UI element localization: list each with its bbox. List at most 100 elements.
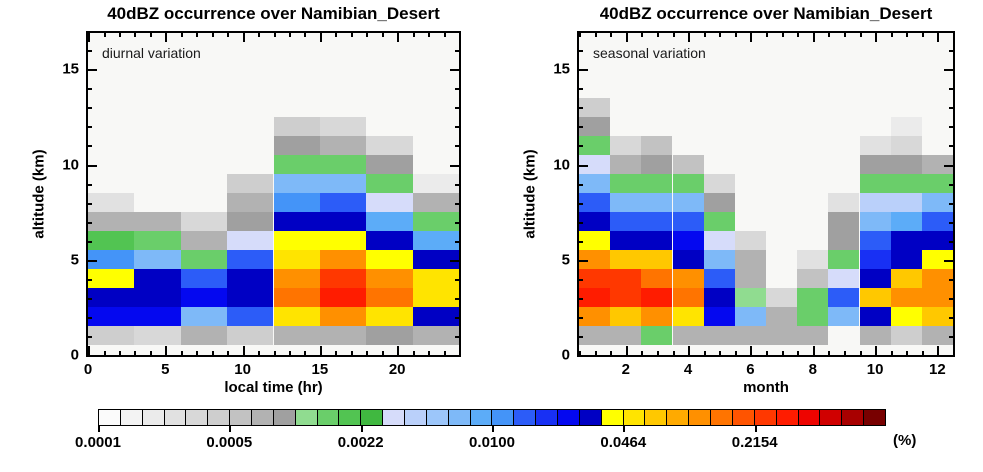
heatmap-cell (366, 250, 413, 270)
colorbar-segment (185, 409, 209, 426)
y-tick (455, 297, 459, 300)
colorbar-tick-label: 0.0022 (337, 434, 384, 451)
heatmap-cell (828, 193, 860, 213)
heatmap-cell (227, 288, 274, 308)
heatmap-cell (134, 212, 181, 232)
heatmap-cell (180, 231, 228, 251)
heatmap-cell (828, 307, 860, 327)
heatmap-cell (412, 193, 459, 213)
heatmap-cell (134, 326, 181, 346)
x-tick (890, 351, 893, 355)
heatmap-cell (890, 269, 922, 289)
heatmap-cell (610, 250, 642, 270)
heatmap-cell (766, 307, 798, 327)
heatmap-cell (703, 326, 735, 346)
colorbar-segment (644, 409, 668, 426)
heatmap-cell (579, 154, 611, 174)
x-tick (258, 351, 260, 355)
heatmap-cell (703, 212, 735, 232)
heatmap-cell (319, 231, 367, 251)
heatmap-cell (273, 116, 320, 136)
heatmap-cell (579, 135, 611, 155)
heatmap-cell (890, 154, 922, 174)
heatmap-cell (921, 269, 953, 289)
x-tick (149, 351, 152, 355)
x-tick (766, 33, 768, 37)
heatmap-cell (579, 288, 611, 308)
x-tick (625, 33, 628, 42)
x-tick (937, 346, 940, 355)
y-tick (579, 183, 583, 186)
x-tick (335, 351, 338, 355)
x-tick (859, 33, 862, 37)
heatmap-cell (734, 288, 766, 308)
heatmap-cell (319, 212, 367, 232)
x-tick (443, 351, 446, 355)
x-tick (734, 351, 737, 355)
x-tick (797, 33, 800, 37)
y-tick (455, 183, 459, 186)
heatmap-cell (88, 250, 135, 270)
colorbar-tick (623, 426, 626, 432)
heatmap-cell (227, 193, 274, 213)
heatmap-cell (921, 307, 953, 327)
y-tick-label: 5 (561, 251, 570, 269)
y-tick-label: 0 (561, 346, 570, 364)
heatmap-cell (134, 307, 181, 327)
colorbar-segment (469, 409, 493, 426)
y-tick (88, 259, 97, 262)
x-tick (103, 33, 106, 37)
y-tick (579, 316, 583, 319)
x-tick (734, 33, 737, 37)
heatmap-cell (828, 250, 860, 270)
colorbar-segment (207, 409, 231, 426)
x-tick (625, 346, 628, 355)
y-tick (579, 355, 588, 357)
heatmap-cell (641, 250, 673, 270)
x-tick (397, 33, 400, 42)
y-tick (949, 316, 953, 319)
heatmap-cell (672, 231, 704, 251)
heatmap-cell (610, 269, 642, 289)
heatmap-cell (412, 231, 459, 251)
y-tick (579, 202, 583, 205)
x-tick (781, 351, 784, 355)
heatmap-cell (859, 269, 891, 289)
colorbar-unit-label: (%) (893, 432, 917, 449)
heatmap-cell (610, 307, 642, 327)
colorbar-segment (272, 409, 296, 426)
heatmap-cell (88, 212, 135, 232)
heatmap-cell (890, 116, 922, 136)
heatmap-cell (273, 212, 320, 232)
y-tick-label: 15 (553, 60, 570, 78)
x-tick (579, 351, 581, 355)
y-tick (579, 240, 583, 243)
heatmap-cell (134, 231, 181, 251)
colorbar-segment (710, 409, 733, 426)
x-tick (641, 351, 644, 355)
colorbar-segment (360, 409, 384, 426)
y-tick-label: 0 (70, 346, 79, 364)
heatmap-cell (828, 288, 860, 308)
heatmap-cell (890, 212, 922, 232)
heatmap-cell (579, 326, 611, 346)
heatmap-cell (921, 154, 953, 174)
x-tick (366, 351, 369, 355)
x-tick (812, 33, 815, 42)
heatmap-cell (828, 269, 860, 289)
y-tick (949, 278, 953, 281)
x-tick (672, 351, 675, 355)
heatmap-cell (641, 135, 673, 155)
x-tick (610, 351, 613, 355)
colorbar-segment (98, 409, 121, 426)
x-tick-label: 2 (621, 361, 630, 378)
heatmap-cell (579, 97, 611, 117)
colorbar-segment (753, 409, 777, 426)
y-tick (949, 126, 953, 129)
heatmap-cell (641, 307, 673, 327)
y-tick (450, 164, 459, 167)
x-tick (890, 33, 893, 37)
plot-area: diurnal variation (86, 31, 461, 357)
y-tick (579, 278, 583, 281)
